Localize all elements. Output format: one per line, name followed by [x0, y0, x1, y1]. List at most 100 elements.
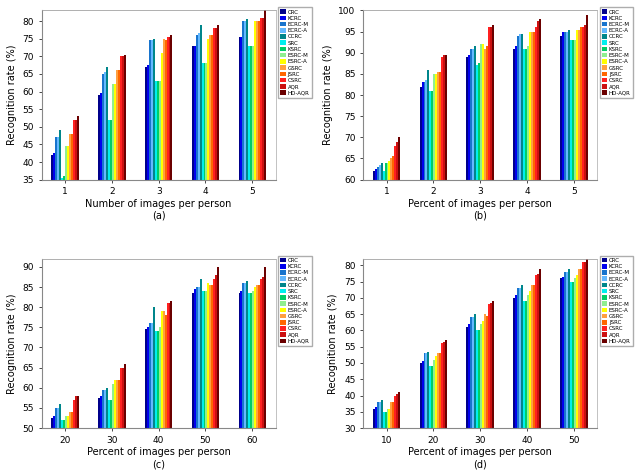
Bar: [377, 402, 379, 428]
Bar: [122, 367, 124, 428]
Bar: [51, 418, 53, 428]
Legend: CRC, KCRC, ECRC-M, ECRC-A, CCRC, SRC, KSRC, ESRC-M, ESRC-A, GSRC, JSRC, CSRC, AQ: CRC, KCRC, ECRC-M, ECRC-A, CCRC, SRC, KS…: [278, 7, 312, 98]
Bar: [215, 28, 217, 179]
Bar: [476, 66, 478, 179]
Bar: [539, 268, 541, 428]
Bar: [492, 301, 494, 428]
Bar: [396, 394, 398, 428]
Bar: [213, 279, 215, 428]
Bar: [260, 18, 262, 179]
Y-axis label: Recognition rate (%): Recognition rate (%): [7, 293, 17, 394]
Bar: [529, 291, 531, 428]
Bar: [537, 21, 539, 179]
Bar: [480, 324, 482, 428]
X-axis label: Percent of images per person
(c): Percent of images per person (c): [87, 447, 230, 469]
Bar: [572, 40, 574, 179]
Bar: [262, 277, 264, 428]
Bar: [157, 331, 159, 428]
Bar: [392, 402, 394, 428]
Bar: [244, 283, 246, 428]
Bar: [254, 21, 256, 179]
Bar: [383, 412, 385, 428]
Bar: [104, 390, 106, 428]
Bar: [560, 278, 562, 428]
Bar: [67, 416, 69, 428]
X-axis label: Percent of images per person
(b): Percent of images per person (b): [408, 199, 552, 221]
Bar: [69, 412, 71, 428]
Bar: [445, 55, 447, 179]
Bar: [202, 291, 204, 428]
Bar: [215, 275, 217, 428]
Bar: [112, 384, 114, 428]
Bar: [582, 28, 584, 179]
Bar: [258, 285, 260, 428]
Bar: [246, 281, 248, 428]
Bar: [433, 360, 435, 428]
Bar: [59, 130, 61, 179]
Bar: [387, 408, 388, 428]
Bar: [574, 278, 576, 428]
Bar: [379, 402, 381, 428]
Bar: [517, 36, 519, 179]
Bar: [53, 153, 55, 179]
Bar: [468, 55, 470, 179]
Bar: [435, 74, 437, 179]
Bar: [248, 293, 250, 428]
Bar: [390, 159, 392, 179]
Bar: [381, 163, 383, 179]
Bar: [159, 81, 161, 179]
Bar: [164, 40, 166, 179]
Bar: [147, 327, 149, 428]
Bar: [120, 56, 122, 179]
Bar: [124, 364, 125, 428]
Bar: [377, 167, 379, 179]
Bar: [578, 268, 580, 428]
Bar: [517, 288, 519, 428]
Bar: [110, 120, 112, 179]
Bar: [63, 420, 65, 428]
Bar: [576, 275, 578, 428]
Bar: [217, 25, 220, 179]
Bar: [445, 340, 447, 428]
Bar: [166, 37, 168, 179]
Bar: [484, 314, 486, 428]
Bar: [145, 329, 147, 428]
Bar: [383, 171, 385, 179]
Bar: [196, 287, 198, 428]
Bar: [424, 353, 426, 428]
Bar: [161, 311, 163, 428]
Bar: [198, 287, 200, 428]
Bar: [155, 331, 157, 428]
Bar: [100, 396, 102, 428]
Bar: [250, 293, 252, 428]
Bar: [564, 272, 566, 428]
Bar: [472, 317, 474, 428]
Bar: [372, 408, 375, 428]
Bar: [472, 49, 474, 179]
Bar: [482, 321, 484, 428]
Bar: [562, 277, 564, 428]
Bar: [170, 35, 172, 179]
Bar: [580, 268, 582, 428]
Bar: [122, 56, 124, 179]
Bar: [155, 81, 157, 179]
Bar: [470, 317, 472, 428]
Bar: [490, 303, 492, 428]
Bar: [470, 49, 472, 179]
Bar: [525, 49, 527, 179]
Bar: [116, 70, 118, 179]
Bar: [194, 289, 196, 428]
Bar: [381, 400, 383, 428]
Bar: [205, 291, 207, 428]
Bar: [431, 366, 433, 428]
Bar: [53, 416, 55, 428]
Bar: [254, 287, 256, 428]
Bar: [537, 274, 539, 428]
Bar: [392, 156, 394, 179]
Bar: [474, 47, 476, 179]
Bar: [71, 412, 73, 428]
Bar: [73, 120, 75, 179]
Bar: [204, 63, 205, 179]
Bar: [566, 31, 568, 179]
Bar: [439, 353, 441, 428]
